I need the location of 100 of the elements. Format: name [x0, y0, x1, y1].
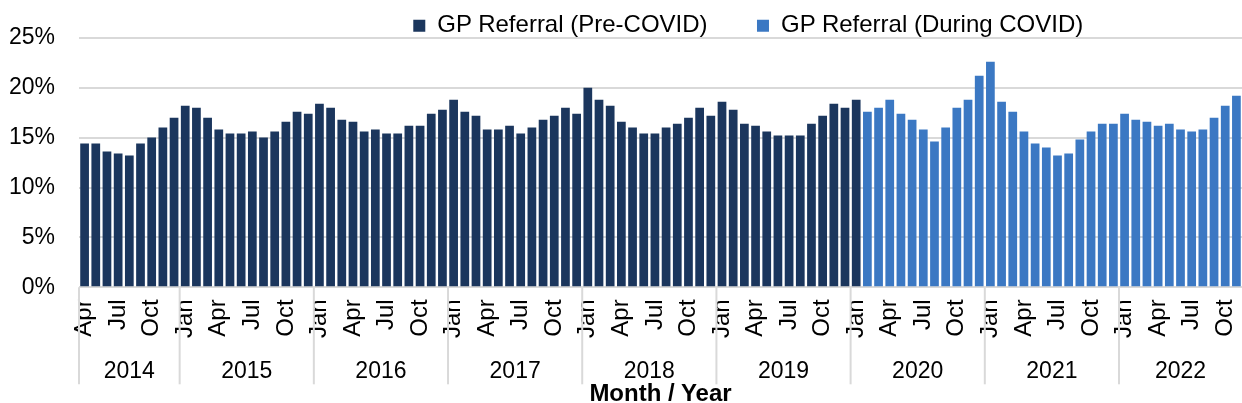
- bar: [907, 119, 917, 287]
- bar: [818, 115, 828, 287]
- bar: [795, 135, 805, 287]
- bar: [1053, 155, 1062, 287]
- bar: [1198, 129, 1208, 287]
- bar: [740, 123, 749, 287]
- bar: [1064, 153, 1074, 287]
- x-tick-label: Apr: [1008, 299, 1036, 337]
- bar: [1187, 131, 1197, 287]
- bar: [1075, 139, 1085, 287]
- bar: [751, 125, 760, 287]
- bar: [773, 135, 783, 287]
- x-tick-label: Apr: [740, 299, 768, 337]
- bar: [203, 117, 212, 287]
- x-tick-label: Oct: [807, 298, 835, 337]
- bar: [963, 99, 973, 287]
- bar: [136, 143, 145, 287]
- bar: [214, 129, 224, 287]
- legend-label: GP Referral (Pre-COVID): [437, 10, 708, 38]
- bar: [471, 115, 481, 287]
- bar: [762, 131, 772, 287]
- bar: [829, 103, 839, 287]
- x-tick-label: Oct: [404, 298, 432, 337]
- bar: [124, 155, 134, 287]
- bar: [1008, 111, 1018, 287]
- x-tick-label: Jul: [505, 299, 533, 330]
- bar: [415, 125, 425, 287]
- bar: [91, 143, 101, 287]
- x-tick-label: Oct: [538, 298, 566, 337]
- bar: [393, 133, 403, 287]
- bar: [315, 103, 324, 287]
- x-tick-label: Oct: [673, 298, 701, 337]
- bar: [1097, 123, 1107, 287]
- y-tick-label: 15%: [8, 122, 55, 149]
- bar: [225, 133, 235, 287]
- x-tick-label: Jul: [773, 299, 801, 330]
- bar: [807, 123, 816, 287]
- bar: [628, 127, 637, 287]
- bar: [505, 125, 514, 287]
- text: 2014: [103, 356, 156, 383]
- bar: [1109, 123, 1118, 287]
- bar: [684, 117, 693, 287]
- bar: [639, 133, 649, 287]
- x-tick-label: Jul: [1176, 299, 1204, 330]
- bar: [594, 99, 604, 287]
- bar: [158, 127, 168, 287]
- bar: [1232, 95, 1241, 287]
- bar: [281, 121, 291, 287]
- bar: [359, 131, 369, 287]
- bar: [695, 107, 704, 287]
- bar: [259, 137, 268, 287]
- bar: [930, 141, 939, 287]
- bar: [292, 111, 302, 287]
- x-tick-label: Apr: [337, 299, 365, 337]
- bar: [1041, 147, 1051, 287]
- bar: [1086, 131, 1096, 287]
- text: 2017: [489, 356, 541, 383]
- bar: [874, 107, 883, 287]
- bar: [1120, 113, 1129, 287]
- x-tick-label: Apr: [203, 299, 231, 337]
- bar: [572, 113, 581, 287]
- bar: [247, 131, 257, 287]
- text: 2016: [355, 356, 407, 383]
- y-tick-label: 25%: [8, 23, 55, 50]
- bar: [538, 119, 548, 287]
- text: 2022: [1154, 356, 1207, 383]
- bar: [303, 113, 313, 287]
- x-tick-label: Oct: [941, 298, 969, 337]
- bar: [370, 129, 380, 287]
- bar: [672, 123, 682, 287]
- x-tick-label: Jul: [371, 299, 399, 330]
- bar: [147, 137, 157, 287]
- bar: [1176, 129, 1185, 287]
- bar: [404, 125, 414, 287]
- bar: [617, 121, 626, 287]
- bar: [605, 105, 615, 287]
- bar: [169, 117, 179, 287]
- bar: [583, 87, 593, 287]
- bar: [974, 75, 984, 287]
- bar: [952, 107, 962, 287]
- x-tick-label: Apr: [471, 299, 499, 337]
- bar: [426, 113, 436, 287]
- bar: [941, 127, 951, 287]
- bar: [885, 99, 895, 287]
- bar: [1131, 119, 1141, 287]
- bar: [460, 111, 470, 287]
- x-tick-label: Oct: [1209, 298, 1237, 337]
- bar: [516, 133, 526, 287]
- y-tick-label: 10%: [8, 172, 55, 199]
- y-tick-label: 0%: [21, 272, 55, 299]
- x-tick-label: Apr: [605, 299, 633, 337]
- x-tick-label: Oct: [1075, 298, 1103, 337]
- x-tick-label: Jul: [907, 299, 935, 330]
- bar: [1019, 131, 1029, 287]
- bar: [851, 99, 861, 287]
- y-tick-label: 20%: [8, 73, 55, 100]
- bar: [784, 135, 794, 287]
- x-tick-label: Jul: [639, 299, 667, 330]
- bar: [661, 127, 671, 287]
- x-tick-label: Apr: [1142, 299, 1170, 337]
